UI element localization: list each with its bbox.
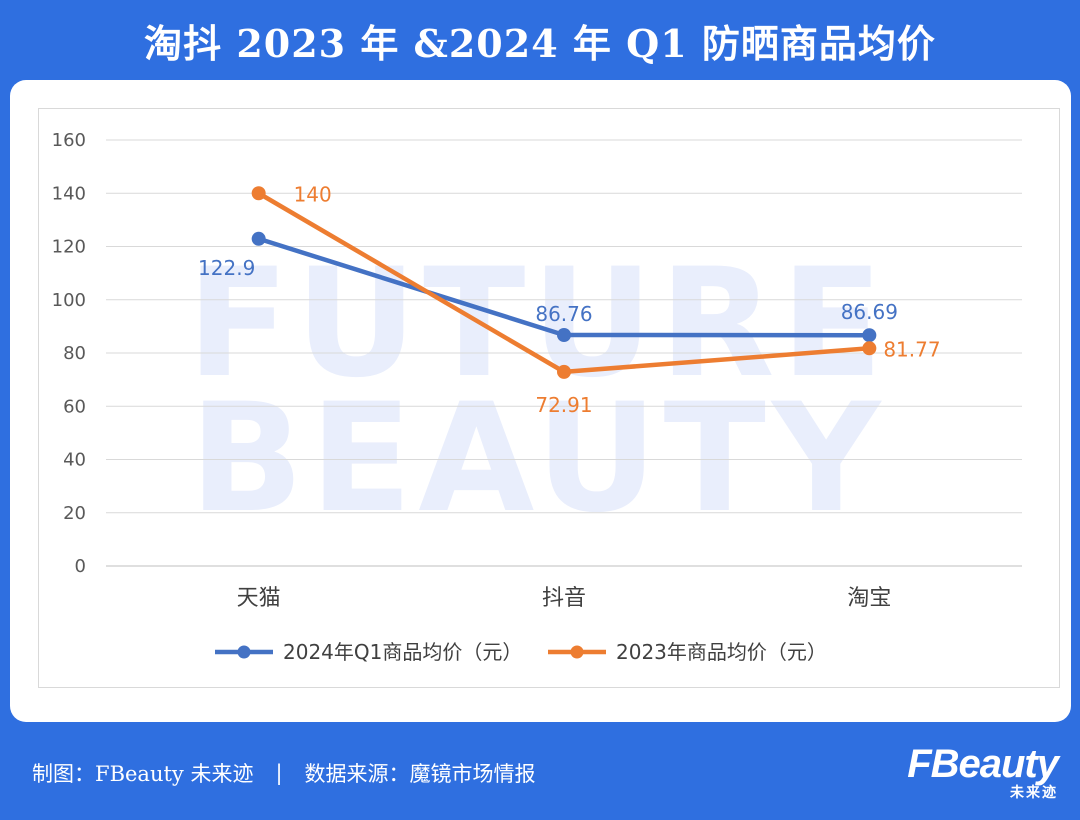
x-tick-label: 抖音 xyxy=(542,586,586,611)
data-label: 86.69 xyxy=(841,300,898,324)
data-point xyxy=(557,364,571,379)
data-point xyxy=(862,328,877,343)
y-tick-label: 40 xyxy=(63,450,86,471)
x-tick-label: 天猫 xyxy=(237,586,281,611)
data-label: 140 xyxy=(294,182,332,206)
data-label: 72.91 xyxy=(535,393,592,417)
legend-label: 2024年Q1商品均价（元） xyxy=(283,640,522,664)
legend-label: 2023年商品均价（元） xyxy=(616,640,827,664)
data-label: 122.9 xyxy=(198,256,255,280)
logo-subtitle: 未来迹 xyxy=(1010,784,1058,800)
data-point xyxy=(251,231,266,246)
legend-swatch-marker xyxy=(570,645,584,659)
data-point xyxy=(557,328,571,343)
y-tick-label: 0 xyxy=(75,556,86,577)
y-tick-label: 80 xyxy=(63,343,86,364)
legend-swatch-marker xyxy=(237,645,251,659)
x-tick-label: 淘宝 xyxy=(847,586,891,611)
data-point xyxy=(862,341,877,356)
footer-separator: | xyxy=(275,761,283,785)
y-tick-label: 20 xyxy=(63,503,86,524)
logo-name: FBeauty xyxy=(907,742,1059,786)
chart-card: FUTURE BEAUTY 0 20 40 60 80 100 120 140 160 天猫 抖音 淘… xyxy=(10,80,1071,722)
footer-credit: 制图：FBeauty 未来迹 xyxy=(32,762,254,786)
line-chart: FUTURE BEAUTY 0 20 40 60 80 100 120 140 160 天猫 抖音 淘… xyxy=(52,130,1022,664)
y-tick-label: 100 xyxy=(52,290,86,311)
page-title: 淘抖 2023 年 &2024 年 Q1 防晒商品均价 xyxy=(144,20,936,66)
data-point xyxy=(251,186,266,201)
y-tick-label: 160 xyxy=(52,130,86,151)
watermark: FUTURE BEAUTY xyxy=(187,237,883,546)
y-tick-label: 60 xyxy=(63,396,86,417)
footer-credits: 制图：FBeauty 未来迹 | 数据来源：魔镜市场情报 xyxy=(32,755,536,791)
y-tick-label: 140 xyxy=(52,183,86,204)
data-label: 81.77 xyxy=(883,337,940,361)
footer-source: 数据来源：魔镜市场情报 xyxy=(304,762,536,786)
data-label: 86.76 xyxy=(535,302,592,326)
fbeauty-logo: FBeauty 未来迹 xyxy=(907,742,1059,800)
chart-frame xyxy=(38,108,1060,688)
y-tick-label: 120 xyxy=(52,237,86,258)
